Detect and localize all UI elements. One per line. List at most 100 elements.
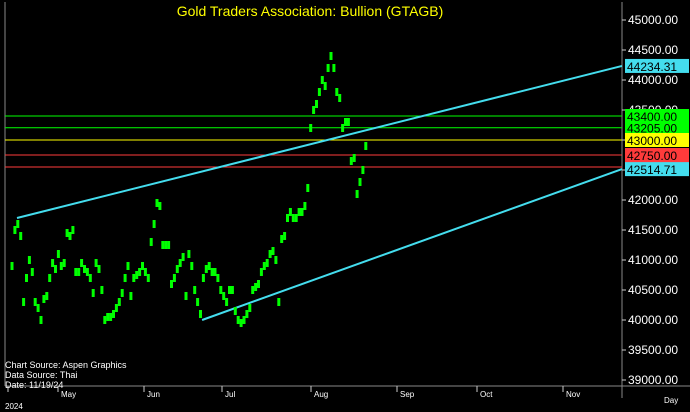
level-label: 42514.71 [627,163,677,177]
x-tick-label: Jun [147,390,160,399]
footer-source: Chart Source: Aspen Graphics [5,360,127,370]
price-marker [210,268,214,276]
x-tick-label: Nov [566,390,580,399]
level-label-box [625,133,689,147]
price-marker [51,259,55,267]
price-marker [257,280,260,288]
price-marker [106,313,110,321]
price-marker [112,310,115,318]
price-marker [222,292,226,300]
price-marker [312,106,316,114]
footer: Chart Source: Aspen Graphics Data Source… [5,360,127,390]
price-marker [315,100,318,108]
price-marker [172,274,176,282]
price-marker [248,304,252,312]
x-tick-label: May [61,390,76,399]
price-marker [10,262,14,270]
x-tick-label: Jul [225,390,235,399]
price-marker [30,268,34,276]
price-marker [48,274,52,282]
price-marker [42,295,46,303]
price-marker [175,265,179,273]
price-marker [335,88,339,96]
chart-title: Gold Traders Association: Bullion (GTAGB… [177,3,444,19]
price-marker [190,262,194,270]
price-marker [146,274,150,282]
price-marker [187,250,191,258]
level-label-box [625,58,689,73]
price-markers [10,52,368,327]
x-tick-label: Oct [480,390,493,399]
price-marker [268,250,272,258]
price-marker [358,178,362,186]
price-marker [170,280,173,288]
price-marker [228,286,231,294]
level-label: 42750.00 [627,149,677,163]
level-labels: 43400.0043205.0043000.0042750.0042550.00… [625,58,689,177]
price-marker [129,292,133,300]
price-marker [141,262,144,270]
price-marker [138,268,142,276]
price-marker [288,208,292,216]
price-marker [193,286,197,294]
y-tick-label: 44500.00 [628,43,678,57]
price-marker [352,154,356,162]
price-marker [294,214,298,222]
price-marker [25,274,28,282]
level-label: 43205.00 [627,122,677,136]
price-marker [320,76,324,84]
price-marker [283,232,287,240]
price-marker [33,298,37,306]
price-marker [178,259,182,267]
price-marker [259,268,263,276]
price-marker [80,259,84,267]
level-label-box [625,162,689,177]
price-marker [91,289,95,297]
price-marker [109,313,113,321]
price-marker [344,118,347,126]
price-marker [201,274,205,282]
price-marker [196,298,200,306]
price-marker [245,310,249,318]
y-tick-label: 40000.00 [628,313,678,327]
price-marker [164,241,168,249]
y-tick-label: 45000.00 [628,13,678,27]
price-marker [271,247,275,255]
price-marker [306,184,310,192]
price-marker [219,286,223,294]
level-label-box [625,109,689,123]
price-marker [349,157,353,165]
price-marker [22,298,26,306]
price-marker [280,235,284,243]
x-tick-label: Aug [314,390,328,399]
price-marker [329,52,333,60]
x-tick-label: Sep [400,390,415,399]
price-marker [309,124,313,132]
price-marker [56,250,60,258]
y-tick-label: 41000.00 [628,253,678,267]
level-label-box [625,148,689,162]
price-marker [199,310,202,318]
price-marker [346,118,350,126]
price-marker [59,262,63,270]
level-label-box [625,120,689,135]
price-marker [68,232,72,240]
price-marker [364,142,368,150]
price-marker [326,64,330,72]
price-marker [303,202,307,210]
price-marker [225,298,229,306]
price-marker [317,88,321,96]
price-marker [152,220,156,228]
price-marker [291,214,295,222]
price-marker [13,226,17,234]
price-marker [341,124,345,132]
level-label: 43000.00 [627,134,677,148]
price-marker [27,256,31,264]
trendlines [16,64,623,321]
price-marker [239,319,243,327]
y-tick-label: 40500.00 [628,283,678,297]
price-marker [161,241,165,249]
price-marker [103,316,107,324]
price-marker [254,283,258,291]
